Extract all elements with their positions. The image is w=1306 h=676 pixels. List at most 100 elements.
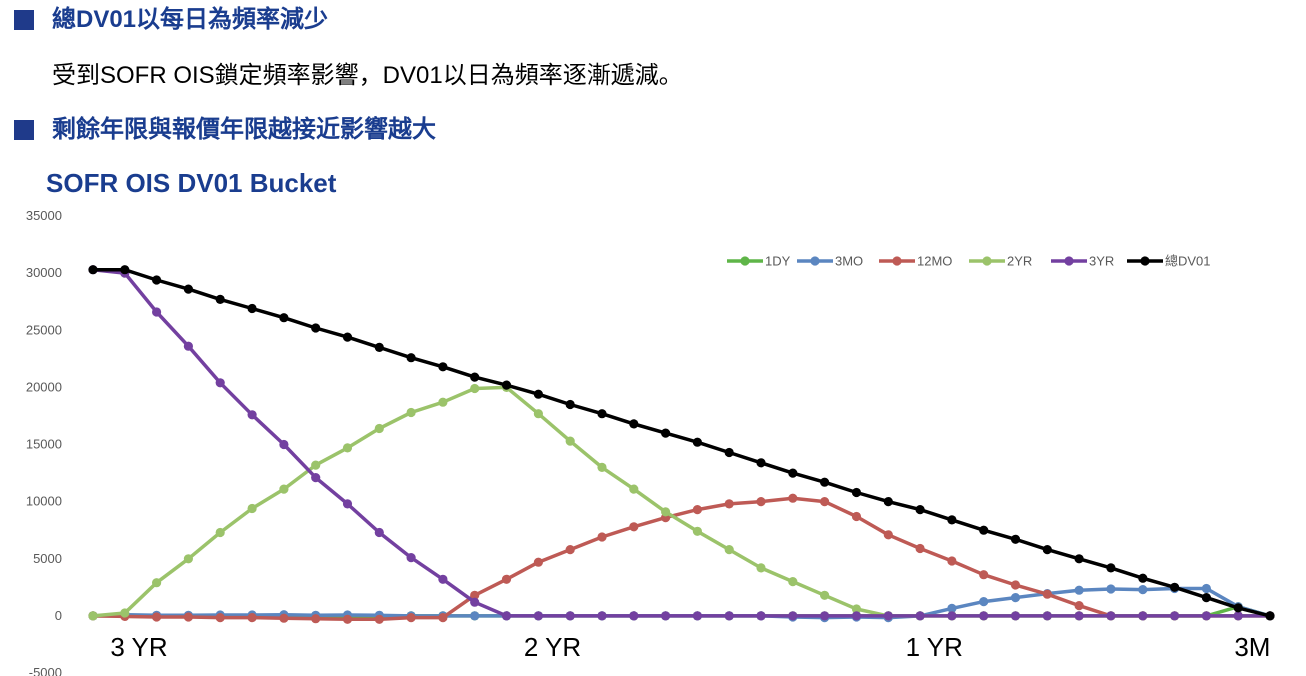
data-point	[533, 611, 544, 621]
data-point	[979, 597, 989, 607]
legend-swatch-marker	[1064, 256, 1074, 266]
data-point	[1010, 593, 1021, 603]
data-point	[1074, 585, 1084, 595]
legend-item: 總DV01	[1127, 254, 1211, 269]
data-point	[1074, 611, 1084, 621]
y-tick-label: 5000	[33, 551, 62, 566]
data-point	[470, 611, 480, 621]
data-point	[756, 497, 766, 507]
legend: 1DY 3MO 12MO 2YR 3YR 總DV01	[727, 254, 1211, 269]
legend-label: 3MO	[835, 254, 863, 269]
data-point	[438, 397, 448, 407]
series-2yr-group	[88, 382, 1275, 621]
data-point	[629, 419, 639, 429]
data-point	[1233, 603, 1243, 613]
data-point	[565, 399, 575, 410]
data-point	[247, 410, 257, 420]
data-point	[1074, 554, 1084, 564]
y-tick-label: 30000	[26, 265, 62, 280]
data-point	[342, 614, 353, 624]
legend-swatch-marker	[740, 256, 750, 266]
y-axis: -5000 0 5000 10000 15000 20000 25000 30000 35000	[26, 208, 62, 676]
line-chart: -5000 0 5000 10000 15000 20000 25000 30000 35000…	[26, 208, 1275, 676]
data-point	[342, 499, 353, 509]
data-point	[724, 545, 734, 555]
data-point	[915, 543, 925, 554]
data-point	[1106, 584, 1116, 594]
data-point	[820, 590, 830, 600]
data-point	[692, 526, 703, 536]
data-point	[851, 511, 862, 522]
data-point	[88, 611, 98, 621]
data-point	[1106, 563, 1116, 573]
series-line	[92, 267, 1270, 618]
data-point	[756, 611, 766, 621]
data-point	[947, 515, 957, 525]
data-point	[979, 611, 989, 621]
data-point	[820, 497, 830, 507]
data-point	[470, 597, 480, 607]
series-line	[92, 586, 1271, 620]
y-tick-label: 25000	[26, 322, 62, 337]
legend-swatch-marker	[810, 256, 820, 266]
data-point	[374, 527, 384, 538]
series-line	[92, 496, 1270, 622]
legend-item: 3YR	[1051, 254, 1114, 269]
x-tick-label: 3M	[1234, 632, 1270, 662]
data-point	[597, 611, 607, 621]
y-tick-label: 10000	[26, 494, 62, 509]
data-point	[247, 503, 257, 514]
data-point	[1010, 580, 1021, 590]
data-point	[1042, 611, 1052, 621]
legend-label: 3YR	[1089, 254, 1114, 269]
data-point	[342, 332, 353, 342]
data-point	[88, 265, 98, 275]
data-point	[438, 613, 448, 623]
data-point	[597, 532, 607, 542]
data-point	[183, 612, 193, 622]
data-point	[438, 574, 448, 584]
series-3yr-group	[88, 265, 1275, 621]
data-point	[533, 409, 544, 419]
data-point	[215, 294, 225, 304]
data-point	[279, 613, 289, 623]
data-point	[756, 563, 766, 573]
legend-item: 12MO	[879, 254, 952, 269]
data-point	[820, 611, 830, 621]
headline2: 剩餘年限與報價年限越接近影響越大	[52, 116, 436, 143]
series-12mo-group	[88, 493, 1275, 624]
legend-swatch-marker	[982, 256, 992, 266]
legend-swatch-marker	[1140, 256, 1150, 266]
data-point	[120, 608, 130, 618]
y-tick-label: 20000	[26, 379, 62, 394]
data-point	[979, 525, 989, 535]
series-dv01-group	[88, 265, 1275, 621]
data-point	[1201, 593, 1211, 603]
data-point	[979, 570, 989, 580]
data-point	[533, 557, 544, 567]
data-point	[1233, 611, 1243, 621]
legend-item: 1DY	[727, 254, 791, 269]
y-tick-label: -5000	[29, 665, 62, 676]
data-point	[215, 378, 225, 388]
data-point	[311, 323, 321, 333]
data-point	[788, 577, 798, 587]
legend-swatch-marker	[892, 256, 902, 266]
data-point	[1106, 611, 1116, 621]
headline1: 總DV01以每日為頻率減少	[52, 6, 329, 33]
x-tick-label: 3 YR	[110, 632, 167, 662]
data-point	[565, 611, 575, 621]
data-point	[947, 611, 957, 621]
data-point	[533, 389, 544, 399]
series-line	[93, 267, 1271, 618]
series-layer	[88, 265, 1275, 624]
data-point	[1010, 534, 1021, 544]
data-point	[788, 493, 798, 503]
data-point	[724, 447, 734, 458]
data-point	[565, 436, 575, 446]
data-point	[692, 505, 703, 515]
data-point	[501, 380, 512, 390]
data-point	[311, 460, 321, 470]
data-point	[152, 275, 162, 285]
data-point	[851, 604, 862, 614]
